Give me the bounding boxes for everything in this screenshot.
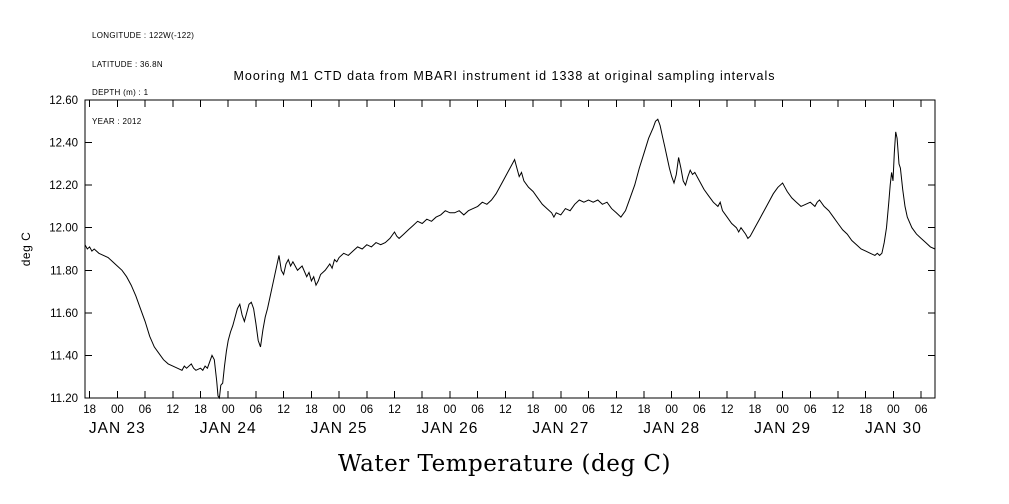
- x-day-label: JAN 28: [643, 420, 700, 437]
- x-hour-label: 06: [804, 404, 817, 416]
- x-hour-label: 12: [721, 404, 734, 416]
- x-hour-label: 18: [305, 404, 318, 416]
- y-tick-label: 11.20: [50, 393, 78, 405]
- x-day-label: JAN 23: [89, 420, 146, 437]
- x-hour-label: 06: [139, 404, 152, 416]
- metadata-year: YEAR : 2012: [92, 116, 142, 126]
- x-hour-label: 06: [250, 404, 263, 416]
- x-hour-label: 00: [333, 404, 346, 416]
- x-hour-label: 00: [222, 404, 235, 416]
- x-hour-label: 12: [166, 404, 179, 416]
- bottom-title: Water Temperature (deg C): [338, 451, 671, 477]
- x-hour-label: 12: [277, 404, 290, 416]
- x-hour-label: 18: [83, 404, 96, 416]
- x-hour-label: 00: [111, 404, 124, 416]
- metadata-depth: DEPTH (m) : 1: [92, 88, 149, 97]
- x-day-label: JAN 29: [754, 420, 811, 437]
- y-tick-label: 12.60: [49, 95, 78, 107]
- x-hour-label: 00: [444, 404, 457, 416]
- y-tick-label: 11.40: [50, 350, 78, 362]
- x-day-label: JAN 25: [311, 420, 368, 437]
- x-hour-label: 06: [693, 404, 706, 416]
- plot-box: [84, 99, 936, 399]
- y-tick-label: 12.00: [49, 223, 78, 235]
- x-hour-label: 00: [776, 404, 789, 416]
- y-tick-label: 11.80: [50, 265, 78, 277]
- x-hour-label: 18: [416, 404, 429, 416]
- x-hour-label: 06: [360, 404, 373, 416]
- x-hour-label: 00: [887, 404, 900, 416]
- x-hour-label: 00: [665, 404, 678, 416]
- x-hour-label: 18: [859, 404, 872, 416]
- metadata-block: LONGITUDE : 122W(-122) LATITUDE : 36.8N …: [92, 12, 194, 145]
- x-hour-label: 12: [832, 404, 845, 416]
- x-hour-label: 18: [748, 404, 761, 416]
- chart-title: Mooring M1 CTD data from MBARI instrumen…: [233, 69, 776, 83]
- metadata-longitude: LONGITUDE : 122W(-122): [92, 31, 195, 40]
- y-tick-label: 11.60: [50, 308, 78, 320]
- x-hour-label: 12: [388, 404, 401, 416]
- y-tick-label: 12.40: [49, 138, 78, 150]
- x-hour-label: 12: [499, 404, 512, 416]
- x-hour-label: 06: [471, 404, 484, 416]
- x-hour-label: 18: [638, 404, 651, 416]
- x-day-label: JAN 24: [200, 420, 257, 437]
- x-hour-label: 12: [610, 404, 623, 416]
- y-tick-label: 12.20: [49, 180, 78, 192]
- x-hour-label: 06: [582, 404, 595, 416]
- temperature-line: [84, 118, 936, 400]
- x-day-label: JAN 27: [532, 420, 589, 437]
- x-hour-label: 18: [527, 404, 540, 416]
- metadata-latitude: LATITUDE : 36.8N: [92, 59, 163, 69]
- x-hour-label: 00: [554, 404, 567, 416]
- x-hour-label: 06: [915, 404, 928, 416]
- x-day-label: JAN 30: [865, 420, 922, 437]
- x-day-label: JAN 26: [422, 420, 479, 437]
- x-hour-label: 18: [194, 404, 207, 416]
